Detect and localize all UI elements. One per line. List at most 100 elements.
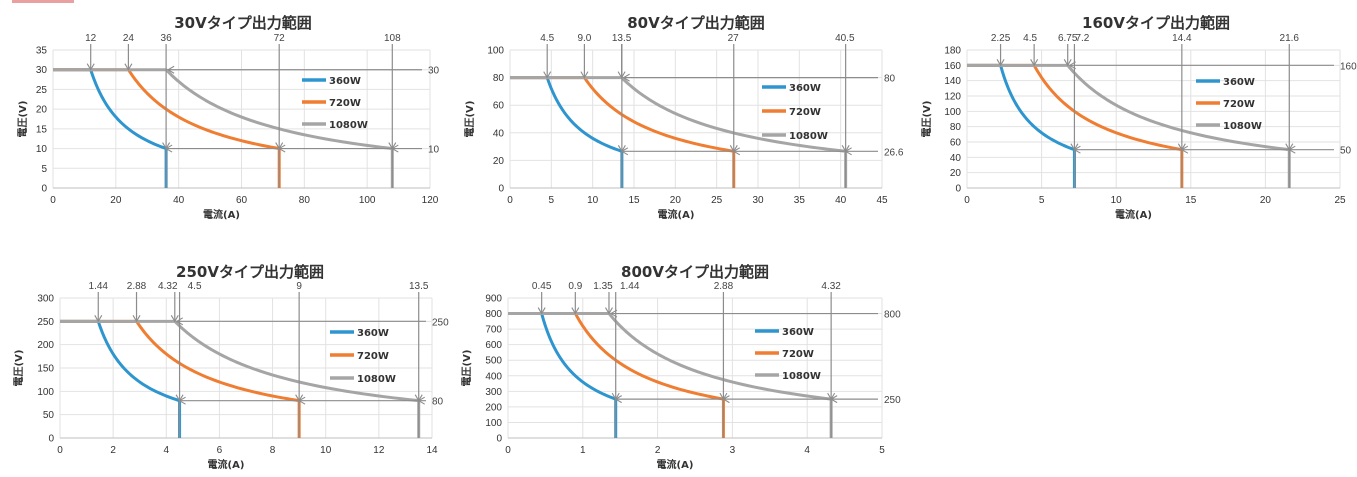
chart-panel-1: 80Vタイプ出力範囲 0 20 40 60 80 100 0 5 10 15 20 25 30 35 40 45… bbox=[464, 14, 904, 221]
top-value-label: 1.44 bbox=[89, 281, 109, 292]
legend-label: 1080W bbox=[329, 120, 368, 131]
arrow-marker bbox=[417, 396, 425, 405]
top-value-label: 2.88 bbox=[127, 281, 147, 292]
series-line-720W bbox=[508, 312, 725, 438]
right-value-label: 26.6 bbox=[884, 147, 904, 158]
x-tick-label: 35 bbox=[794, 195, 806, 206]
top-value-label: 2.25 bbox=[991, 33, 1011, 44]
chart-panel-4: 800Vタイプ出力範囲 0 100 200 300 400 500 600 700 800 900 0… bbox=[461, 263, 901, 471]
y-tick-label: 0 bbox=[955, 184, 961, 195]
chart-panel-3: 250Vタイプ出力範囲 0 50 100 150 200 250 300 0 2 4 6 8 10 12 14… bbox=[13, 263, 449, 471]
right-value-label: 10 bbox=[428, 145, 440, 156]
x-tick-label: 5 bbox=[549, 195, 555, 206]
top-value-label: 9.0 bbox=[577, 33, 591, 44]
arrow-marker bbox=[1180, 145, 1189, 154]
y-axis-title: 電圧(V) bbox=[461, 350, 473, 387]
top-value-label: 108 bbox=[384, 33, 401, 44]
right-value-label: 250 bbox=[432, 317, 449, 328]
x-tick-label: 2 bbox=[110, 445, 116, 456]
y-axis-title: 電圧(V) bbox=[921, 101, 933, 138]
series-line-720W bbox=[967, 63, 1184, 188]
y-tick-label: 40 bbox=[493, 128, 505, 139]
series-line-720W bbox=[53, 68, 281, 188]
y-tick-label: 900 bbox=[485, 294, 502, 305]
y-tick-label: 0 bbox=[48, 434, 54, 445]
x-axis-title: 電流(A) bbox=[657, 458, 694, 471]
arrow-marker bbox=[170, 315, 179, 323]
chart-title: 160Vタイプ出力範囲 bbox=[1082, 14, 1230, 32]
y-tick-label: 20 bbox=[493, 156, 505, 167]
top-value-label: 36 bbox=[161, 33, 173, 44]
x-tick-label: 5 bbox=[879, 445, 885, 456]
corner-decoration bbox=[12, 0, 74, 3]
y-tick-label: 300 bbox=[485, 387, 502, 398]
top-value-label: 40.5 bbox=[835, 33, 855, 44]
x-tick-label: 120 bbox=[422, 195, 439, 206]
y-tick-label: 20 bbox=[36, 105, 48, 116]
right-value-label: 50 bbox=[1340, 146, 1352, 157]
series-line-360W bbox=[53, 68, 168, 188]
legend-label: 360W bbox=[357, 328, 389, 339]
x-tick-label: 25 bbox=[711, 195, 723, 206]
x-axis-title: 電流(A) bbox=[658, 208, 695, 221]
y-tick-label: 100 bbox=[485, 418, 502, 429]
top-value-label: 7.2 bbox=[1075, 33, 1089, 44]
y-tick-label: 800 bbox=[485, 309, 502, 320]
x-tick-label: 30 bbox=[752, 195, 764, 206]
y-tick-label: 25 bbox=[36, 85, 48, 96]
right-value-label: 160 bbox=[1340, 61, 1357, 72]
arrow-marker bbox=[298, 396, 306, 405]
arrow-marker bbox=[996, 59, 1005, 67]
arrow-marker bbox=[609, 309, 618, 318]
arrow-marker bbox=[844, 147, 852, 156]
y-tick-label: 150 bbox=[37, 364, 54, 375]
series-line-1080W bbox=[967, 63, 1291, 188]
legend-label: 720W bbox=[357, 351, 389, 362]
y-tick-label: 15 bbox=[36, 124, 48, 135]
arrow-marker bbox=[86, 63, 95, 71]
series-line-1080W bbox=[508, 312, 833, 438]
series-line-720W bbox=[60, 319, 301, 438]
x-tick-label: 15 bbox=[628, 195, 640, 206]
y-tick-label: 120 bbox=[944, 92, 961, 103]
series-line-360W bbox=[967, 63, 1076, 188]
y-tick-label: 35 bbox=[36, 46, 48, 57]
top-value-label: 24 bbox=[123, 33, 135, 44]
x-tick-label: 14 bbox=[426, 445, 438, 456]
arrow-marker bbox=[620, 147, 629, 156]
top-value-label: 13.5 bbox=[612, 33, 632, 44]
arrow-marker bbox=[543, 71, 552, 79]
x-tick-label: 10 bbox=[587, 195, 599, 206]
x-tick-label: 2 bbox=[655, 445, 661, 456]
x-tick-label: 0 bbox=[50, 195, 56, 206]
series-line-360W bbox=[60, 319, 182, 438]
y-tick-label: 0 bbox=[496, 434, 502, 445]
arrow-marker bbox=[537, 307, 546, 315]
y-axis-title: 電圧(V) bbox=[464, 101, 476, 138]
y-tick-label: 20 bbox=[950, 168, 962, 179]
arrow-marker bbox=[571, 307, 580, 315]
y-tick-label: 200 bbox=[37, 340, 54, 351]
legend-label: 720W bbox=[782, 349, 814, 360]
y-tick-label: 400 bbox=[485, 371, 502, 382]
y-tick-label: 30 bbox=[36, 65, 48, 76]
series-line-720W bbox=[510, 76, 736, 188]
legend-label: 720W bbox=[1223, 99, 1255, 110]
y-tick-label: 5 bbox=[41, 164, 47, 175]
y-axis-title: 電圧(V) bbox=[13, 350, 25, 387]
arrow-marker bbox=[1288, 145, 1296, 154]
y-tick-label: 80 bbox=[493, 73, 505, 84]
arrow-marker bbox=[391, 144, 399, 153]
top-value-label: 13.5 bbox=[409, 281, 429, 292]
arrow-marker bbox=[1030, 59, 1039, 67]
y-tick-label: 60 bbox=[493, 101, 505, 112]
chart-title: 250Vタイプ出力範囲 bbox=[176, 263, 324, 281]
y-tick-label: 140 bbox=[944, 76, 961, 87]
y-tick-label: 50 bbox=[43, 410, 55, 421]
x-tick-label: 0 bbox=[505, 445, 511, 456]
legend-label: 360W bbox=[782, 327, 814, 338]
arrow-marker bbox=[175, 317, 184, 326]
x-tick-label: 100 bbox=[359, 195, 376, 206]
series-line-360W bbox=[510, 76, 624, 188]
x-tick-label: 40 bbox=[835, 195, 847, 206]
